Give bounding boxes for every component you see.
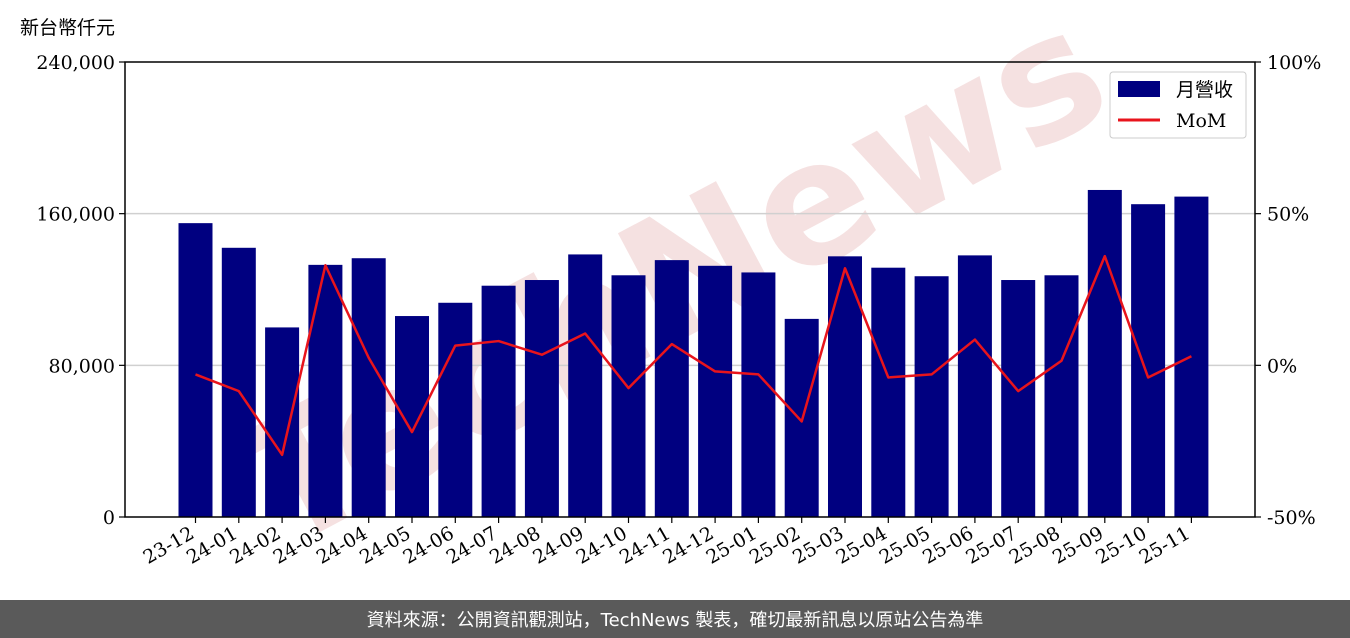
bar-24-03 xyxy=(308,264,343,517)
bar-25-01 xyxy=(741,272,776,517)
source-footer: 資料來源：公開資訊觀測站，TechNews 製表，確切最新訊息以原站公告為準 xyxy=(0,600,1350,638)
right-tick-label: 50% xyxy=(1267,204,1309,226)
bar-25-06 xyxy=(957,255,992,517)
y-axis-label: 新台幣仟元 xyxy=(20,17,115,39)
bar-25-08 xyxy=(1044,275,1079,517)
footer-text: 資料來源：公開資訊觀測站，TechNews 製表，確切最新訊息以原站公告為準 xyxy=(366,610,984,631)
legend: 月營收 MoM xyxy=(1109,71,1247,139)
bar-25-09 xyxy=(1087,189,1122,517)
left-tick-label: 0 xyxy=(103,507,115,529)
left-tick-label: 80,000 xyxy=(49,355,115,377)
legend-swatch-bar xyxy=(1118,81,1160,97)
bar-25-10 xyxy=(1131,204,1166,517)
mom-line xyxy=(195,254,1192,457)
bar-series xyxy=(178,189,1209,518)
bar-24-12 xyxy=(698,265,733,517)
bar-25-07 xyxy=(1001,280,1036,517)
bar-24-01 xyxy=(221,247,256,517)
right-tick-label: 100% xyxy=(1267,52,1321,74)
left-axis: 0 80,000 160,000 240,000 xyxy=(36,52,125,529)
bar-24-07 xyxy=(481,285,516,517)
bar-24-06 xyxy=(438,302,473,517)
right-tick-label: -50% xyxy=(1267,507,1316,529)
bar-23-12 xyxy=(178,223,213,518)
bar-25-05 xyxy=(914,276,949,517)
legend-label-revenue: 月營收 xyxy=(1176,79,1233,101)
x-tick-label: 25-11 xyxy=(1135,522,1193,568)
bar-24-10 xyxy=(611,275,646,517)
bar-24-02 xyxy=(265,327,300,517)
plot-frame xyxy=(124,61,1256,518)
bar-25-04 xyxy=(871,267,906,517)
left-tick-label: 240,000 xyxy=(36,52,115,74)
left-tick-label: 160,000 xyxy=(36,204,115,226)
bar-24-04 xyxy=(351,258,386,517)
bar-24-08 xyxy=(524,280,559,517)
bar-24-09 xyxy=(568,254,603,518)
bar-24-11 xyxy=(654,260,689,517)
legend-label-mom: MoM xyxy=(1176,110,1226,132)
right-tick-label: 0% xyxy=(1267,355,1297,377)
bar-24-05 xyxy=(395,316,429,517)
line-series xyxy=(195,254,1192,457)
right-axis: -50% 0% 50% 100% xyxy=(1255,52,1321,529)
